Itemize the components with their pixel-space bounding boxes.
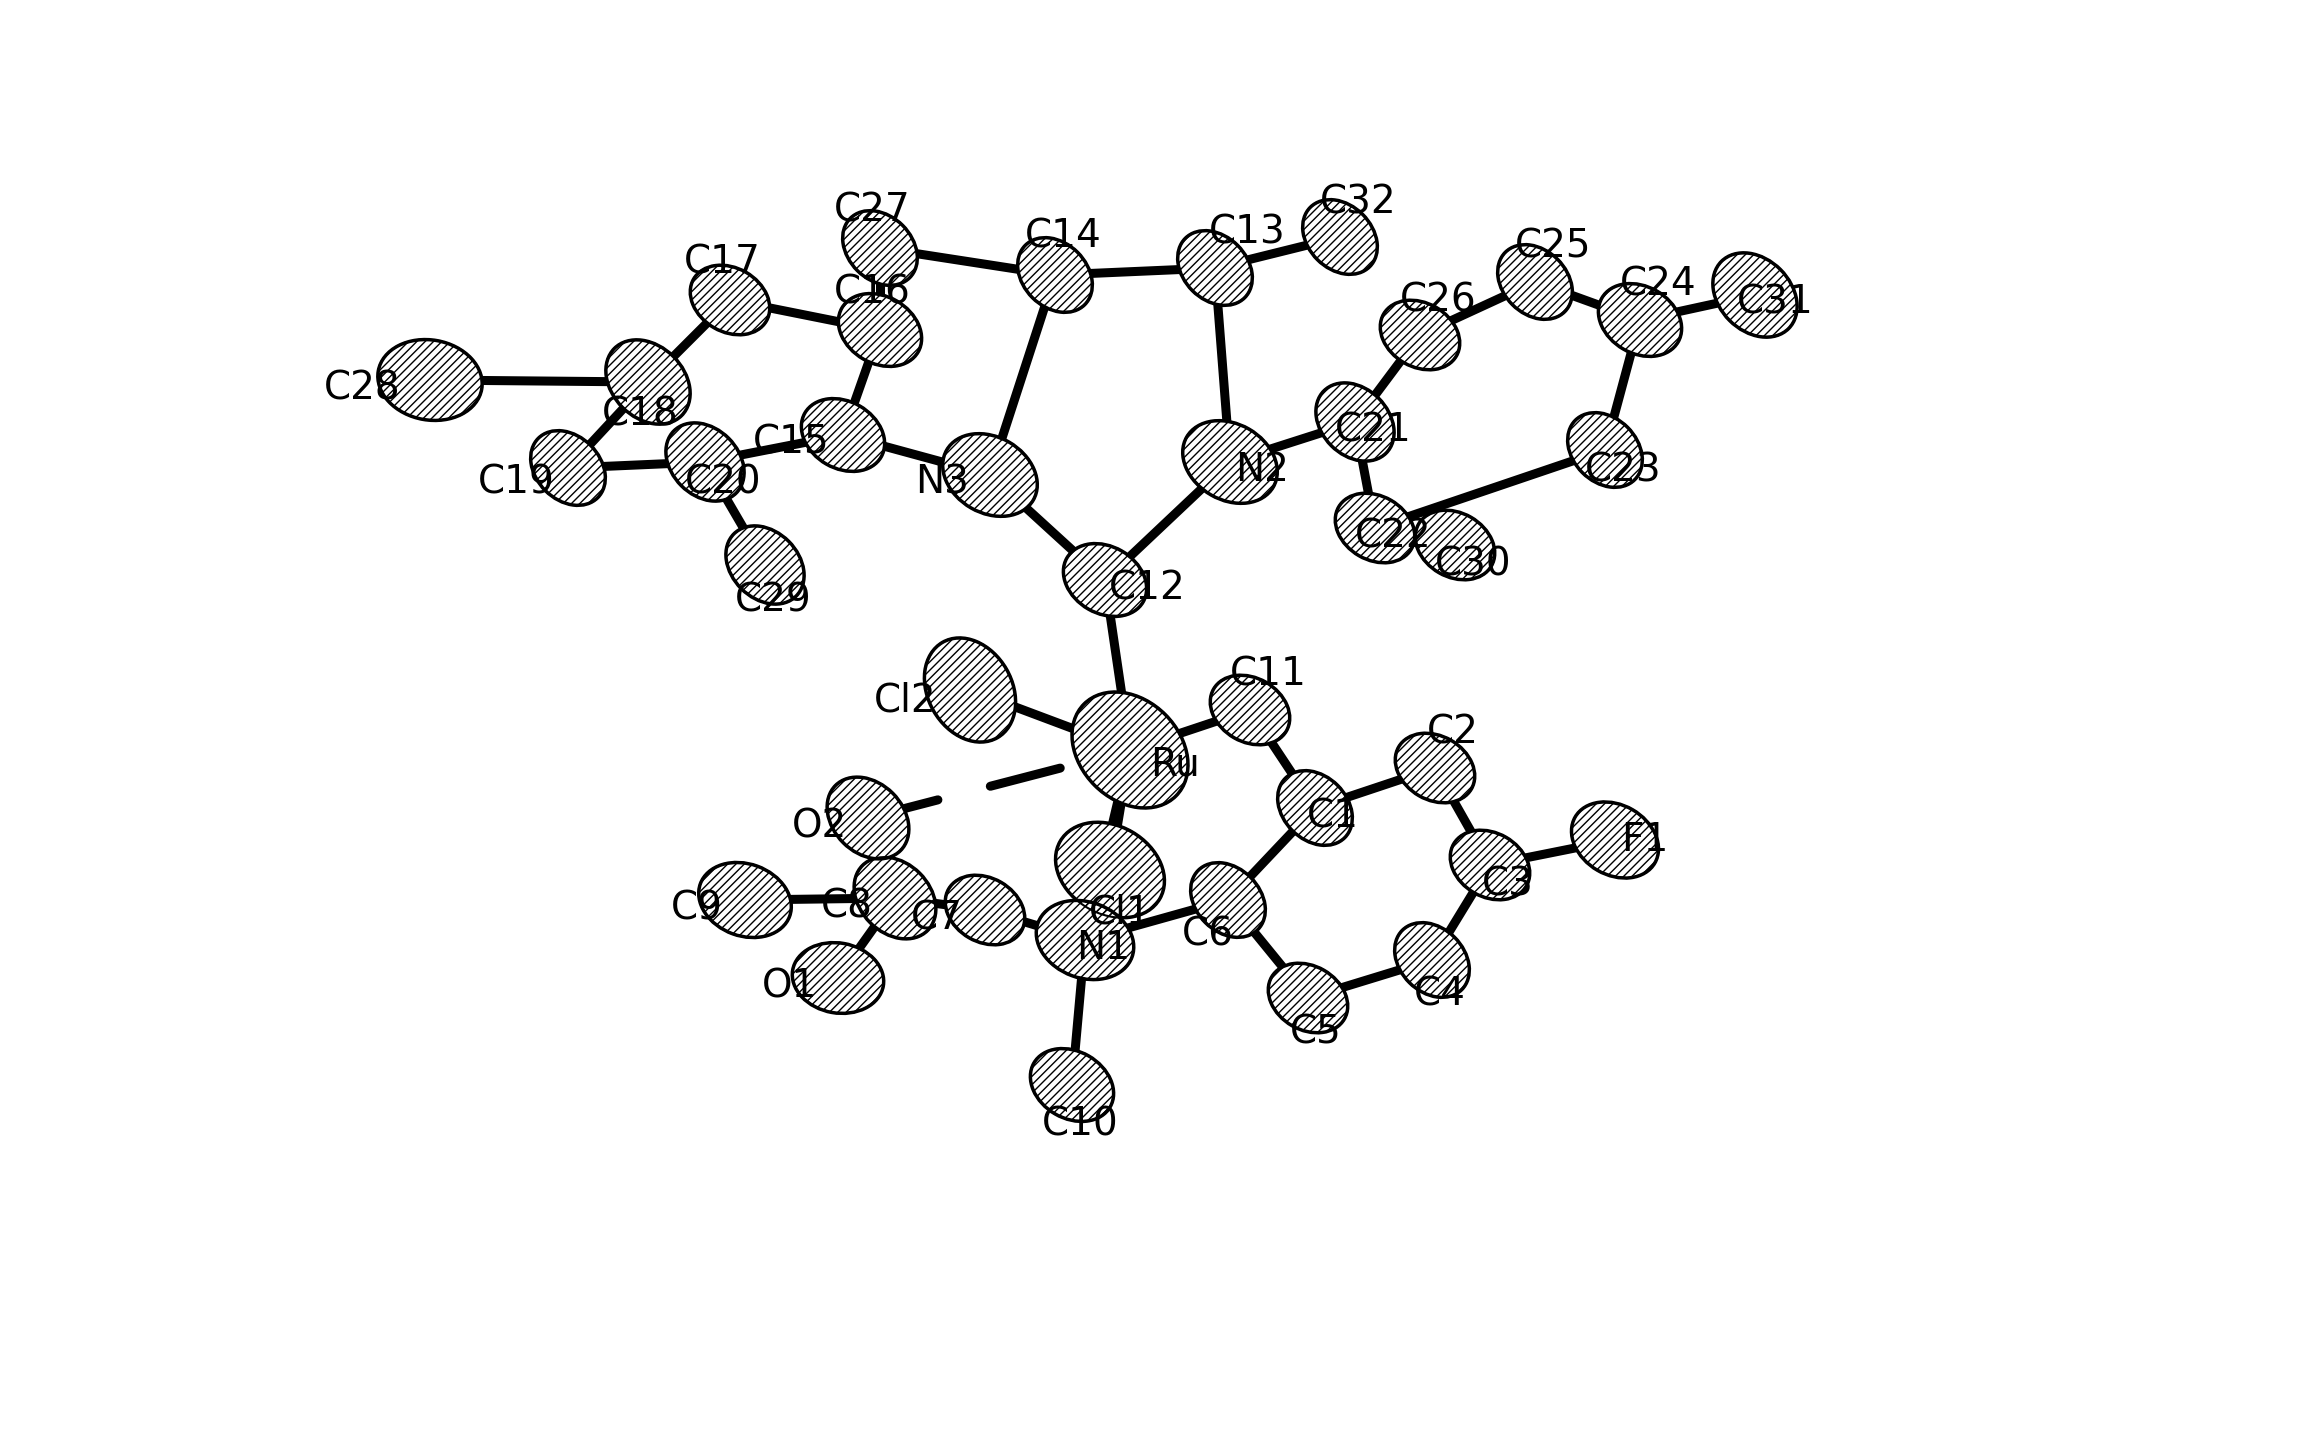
Ellipse shape — [1499, 244, 1572, 319]
Ellipse shape — [838, 293, 921, 366]
Text: C13: C13 — [1208, 214, 1286, 251]
Ellipse shape — [1572, 802, 1658, 878]
Text: O2: O2 — [792, 808, 847, 845]
Ellipse shape — [1191, 862, 1265, 937]
Ellipse shape — [827, 777, 910, 859]
Text: C21: C21 — [1335, 411, 1411, 448]
Text: C26: C26 — [1399, 282, 1475, 319]
Ellipse shape — [854, 856, 935, 938]
Ellipse shape — [1335, 493, 1415, 563]
Ellipse shape — [924, 638, 1016, 741]
Text: C18: C18 — [603, 395, 679, 433]
Ellipse shape — [1210, 675, 1291, 744]
Text: C3: C3 — [1482, 867, 1533, 904]
Ellipse shape — [665, 422, 743, 502]
Text: C4: C4 — [1413, 976, 1466, 1015]
Ellipse shape — [725, 526, 804, 604]
Text: C25: C25 — [1515, 228, 1591, 266]
Ellipse shape — [1598, 283, 1681, 356]
Text: N1: N1 — [1076, 928, 1129, 967]
Text: C16: C16 — [834, 273, 910, 310]
Text: C8: C8 — [822, 887, 873, 925]
Text: C27: C27 — [834, 191, 910, 228]
Text: Cl2: Cl2 — [873, 681, 937, 718]
Text: C24: C24 — [1619, 266, 1697, 305]
Text: C22: C22 — [1355, 517, 1432, 555]
Text: N2: N2 — [1235, 451, 1288, 489]
Text: C11: C11 — [1231, 657, 1307, 694]
Ellipse shape — [1178, 231, 1251, 305]
Ellipse shape — [1277, 770, 1353, 845]
Text: C32: C32 — [1321, 182, 1397, 221]
Ellipse shape — [700, 862, 792, 937]
Text: C28: C28 — [323, 369, 399, 407]
Ellipse shape — [1450, 831, 1531, 900]
Ellipse shape — [1055, 822, 1164, 918]
Text: C6: C6 — [1182, 915, 1233, 954]
Text: C10: C10 — [1041, 1106, 1118, 1144]
Text: C5: C5 — [1291, 1015, 1342, 1052]
Ellipse shape — [1064, 543, 1148, 616]
Ellipse shape — [1037, 901, 1134, 980]
Text: C29: C29 — [734, 581, 810, 619]
Text: C17: C17 — [683, 243, 760, 282]
Text: C1: C1 — [1307, 798, 1360, 835]
Text: C14: C14 — [1025, 218, 1101, 256]
Ellipse shape — [944, 875, 1025, 944]
Ellipse shape — [843, 211, 917, 286]
Text: C9: C9 — [672, 890, 723, 927]
Ellipse shape — [1268, 963, 1348, 1033]
Text: C7: C7 — [912, 900, 963, 937]
Ellipse shape — [605, 341, 690, 424]
Text: C12: C12 — [1108, 569, 1185, 606]
Ellipse shape — [1415, 510, 1494, 579]
Ellipse shape — [379, 339, 483, 421]
Text: C15: C15 — [753, 424, 829, 463]
Ellipse shape — [1395, 733, 1475, 803]
Text: F1: F1 — [1621, 821, 1669, 859]
Ellipse shape — [1713, 253, 1796, 338]
Text: C31: C31 — [1736, 285, 1813, 322]
Ellipse shape — [1030, 1049, 1113, 1121]
Ellipse shape — [792, 943, 884, 1013]
Ellipse shape — [1316, 382, 1395, 461]
Text: O1: O1 — [762, 967, 817, 1004]
Ellipse shape — [1018, 237, 1092, 312]
Text: C19: C19 — [478, 463, 554, 502]
Ellipse shape — [942, 434, 1037, 516]
Ellipse shape — [531, 431, 605, 506]
Text: C23: C23 — [1584, 451, 1660, 489]
Ellipse shape — [1395, 923, 1469, 997]
Text: N3: N3 — [914, 464, 970, 502]
Ellipse shape — [1381, 300, 1459, 369]
Text: C2: C2 — [1427, 714, 1480, 752]
Ellipse shape — [1071, 693, 1189, 808]
Text: Ru: Ru — [1150, 746, 1201, 785]
Ellipse shape — [690, 266, 769, 335]
Text: C30: C30 — [1434, 546, 1512, 583]
Ellipse shape — [801, 398, 884, 471]
Ellipse shape — [1182, 421, 1277, 503]
Ellipse shape — [1568, 412, 1642, 487]
Ellipse shape — [1302, 200, 1378, 274]
Text: Cl1: Cl1 — [1088, 892, 1152, 931]
Text: C20: C20 — [686, 463, 762, 502]
